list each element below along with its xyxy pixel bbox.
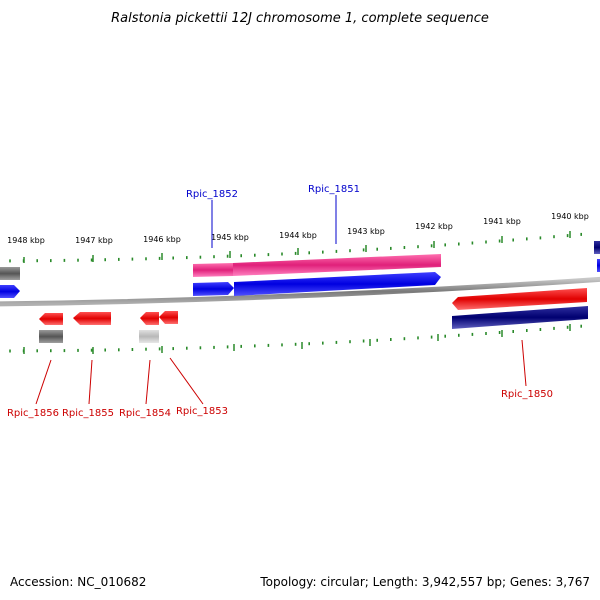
gene-rpic-1856-block[interactable] xyxy=(39,330,63,343)
gene-rpic-1851-arrow[interactable] xyxy=(234,272,441,296)
inner-tick-track xyxy=(9,324,583,354)
outer-minor-ticks xyxy=(9,232,583,263)
gene-edge-forward-blue-left[interactable] xyxy=(0,285,20,298)
outer-tick-track xyxy=(9,231,583,263)
scale-label-1946: 1946 kbp xyxy=(143,235,181,244)
scale-labels: 1948 kbp 1947 kbp 1946 kbp 1945 kbp 1944… xyxy=(7,212,589,245)
gene-labels: Rpic_1852 Rpic_1851 Rpic_1856 Rpic_1855 … xyxy=(7,184,553,419)
gene-label-rpic-1851[interactable]: Rpic_1851 xyxy=(308,184,360,195)
gene-edge-forward-navy-right[interactable] xyxy=(594,241,600,254)
leader-rpic-1853 xyxy=(169,357,204,405)
reverse-strand-track xyxy=(39,288,588,343)
scale-label-1941: 1941 kbp xyxy=(483,217,521,226)
gene-label-rpic-1852[interactable]: Rpic_1852 xyxy=(186,189,238,200)
gene-rpic-1851-magenta[interactable] xyxy=(233,254,441,276)
leader-rpic-1854 xyxy=(145,359,151,405)
map-title: Ralstonia pickettii 12J chromosome 1, co… xyxy=(111,11,489,26)
gene-rpic-1850-arrow[interactable] xyxy=(452,288,587,310)
genome-summary-text: Topology: circular; Length: 3,942,557 bp… xyxy=(259,575,590,589)
label-leaders xyxy=(35,195,527,405)
gene-label-rpic-1850[interactable]: Rpic_1850 xyxy=(501,389,553,400)
gene-rpic-1854-block[interactable] xyxy=(139,330,159,343)
scale-label-1944: 1944 kbp xyxy=(279,231,317,240)
scale-label-1943: 1943 kbp xyxy=(347,227,385,236)
leader-rpic-1855 xyxy=(88,359,93,405)
scale-label-1940: 1940 kbp xyxy=(551,212,589,221)
gene-rpic-1855-arrow[interactable] xyxy=(73,312,111,325)
gene-label-rpic-1853[interactable]: Rpic_1853 xyxy=(176,406,228,417)
gene-rpic-1853-arrow[interactable] xyxy=(159,311,178,324)
gene-rpic-1854-arrow[interactable] xyxy=(140,312,159,325)
gene-edge-forward-blue-right[interactable] xyxy=(597,259,600,272)
inner-minor-ticks xyxy=(9,324,583,353)
scale-label-1948: 1948 kbp xyxy=(7,236,45,245)
gene-label-rpic-1856[interactable]: Rpic_1856 xyxy=(7,408,59,419)
chromosome-backbone xyxy=(0,276,600,307)
scale-label-1945: 1945 kbp xyxy=(211,233,249,242)
gene-label-rpic-1855[interactable]: Rpic_1855 xyxy=(62,408,114,419)
scale-label-1942: 1942 kbp xyxy=(415,222,453,231)
forward-strand-track xyxy=(0,241,600,298)
gene-rpic-1856-arrow[interactable] xyxy=(39,313,63,325)
gene-edge-forward-gray-left[interactable] xyxy=(0,267,20,280)
accession-text: Accession: NC_010682 xyxy=(10,575,146,589)
scale-label-1947: 1947 kbp xyxy=(75,236,113,245)
gene-rpic-1852-magenta[interactable] xyxy=(193,263,233,277)
gene-rpic-1850-navy[interactable] xyxy=(452,306,588,329)
gene-rpic-1852-arrow[interactable] xyxy=(193,282,234,296)
leader-rpic-1850 xyxy=(521,339,527,387)
leader-rpic-1856 xyxy=(35,359,52,405)
gene-label-rpic-1854[interactable]: Rpic_1854 xyxy=(119,408,171,419)
